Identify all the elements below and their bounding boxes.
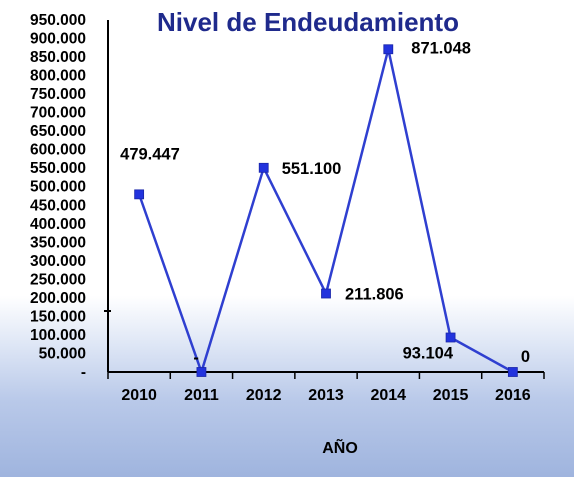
data-label: - [193,349,199,367]
y-tick-label: 500.000 [30,179,86,196]
data-label: 871.048 [411,39,471,57]
x-tick-label: 2012 [246,387,282,404]
x-tick-labels: 2010 2011 2012 2013 2014 2015 2016 [107,372,545,404]
data-label: 479.447 [120,145,180,163]
x-tick-label: 2011 [184,387,219,404]
data-label: 0 [521,348,530,366]
y-tick-label: 50.000 [39,345,86,362]
data-point-marker [258,162,269,173]
y-tick-label: 600.000 [30,142,86,159]
y-tick-label: 900.000 [30,31,86,48]
y-tick-label: 800.000 [30,68,86,85]
y-tick-label: 150.000 [30,308,86,325]
data-point-marker [383,44,394,55]
y-tick-label: 450.000 [30,197,86,214]
y-tick-label: 950.000 [30,12,86,29]
y-tick-label: 100.000 [30,327,86,344]
series-line-group [134,44,518,377]
y-tick-label: 700.000 [30,105,86,122]
y-tick-label: 200.000 [30,290,86,307]
chart-title: Nivel de Endeudamiento [157,7,459,37]
x-tick-label: 2014 [370,387,406,404]
x-tick-label: 2016 [495,387,531,404]
x-tick-label: 2010 [121,387,157,404]
data-point-marker [321,288,331,299]
y-tick-label: - [81,364,86,381]
data-labels: 479.447 - 551.100 211.806 871.048 93.104 0 [120,39,530,367]
data-label: 93.104 [403,345,454,363]
x-axis-label: AÑO [322,437,358,457]
y-tick-label: 550.000 [30,160,86,177]
y-tick-label: 250.000 [30,271,86,288]
y-tick-label: 650.000 [30,123,86,140]
series-line [137,48,514,374]
y-tick-label: 400.000 [30,216,86,233]
y-tick-label: 300.000 [30,253,86,270]
x-tick-label: 2013 [308,387,344,404]
y-tick-label: 850.000 [30,49,86,66]
y-tick-label: 750.000 [30,86,86,103]
data-label: 211.806 [345,286,404,304]
data-point-marker [445,332,456,343]
data-point-marker [134,189,145,200]
data-point-marker [196,367,207,377]
data-point-marker [507,367,518,377]
data-label: 551.100 [282,160,342,178]
y-tick-label: 350.000 [30,234,86,251]
x-tick-label: 2015 [433,387,469,404]
